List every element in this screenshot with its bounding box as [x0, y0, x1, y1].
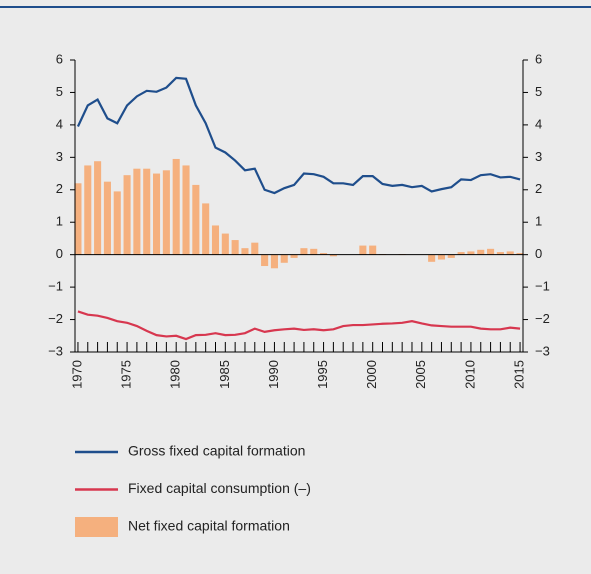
bar — [74, 183, 82, 255]
x-tick-label: 1985 — [217, 360, 232, 389]
bar — [447, 254, 455, 258]
bar — [329, 254, 337, 257]
y-tick-label: 0 — [56, 246, 63, 261]
y-tick-label: 3 — [56, 149, 63, 164]
bar — [172, 158, 180, 255]
y2-tick-label: 4 — [535, 116, 542, 131]
bar — [428, 254, 436, 262]
legend-label: Net fixed capital formation — [128, 518, 290, 534]
y2-tick-label: 3 — [535, 149, 542, 164]
bar — [320, 253, 328, 255]
bar — [251, 242, 259, 255]
bar — [369, 245, 377, 255]
bar — [516, 253, 524, 255]
bar — [359, 245, 367, 255]
bar — [153, 173, 161, 255]
bar — [103, 181, 111, 255]
y-tick-label: 5 — [56, 84, 63, 99]
y2-tick-label: −2 — [535, 311, 550, 326]
bar — [300, 248, 308, 255]
bar — [94, 161, 102, 255]
bar — [261, 254, 269, 267]
x-tick-label: 2000 — [364, 360, 379, 389]
y-tick-label: 6 — [56, 51, 63, 66]
y2-tick-label: 0 — [535, 246, 542, 261]
line-series — [77, 310, 521, 341]
x-tick-label: 1980 — [168, 360, 183, 389]
y-tick-label: 4 — [56, 116, 63, 131]
x-tick-label: 1995 — [315, 360, 330, 389]
x-tick-label: 1990 — [266, 360, 281, 389]
y-tick-label: 1 — [56, 214, 63, 229]
y-tick-label: −1 — [48, 279, 63, 294]
bar — [84, 165, 92, 255]
bar — [143, 168, 151, 255]
bar — [457, 252, 465, 255]
bar — [211, 225, 220, 255]
bar — [506, 251, 514, 255]
y2-tick-label: 1 — [535, 214, 542, 229]
x-tick-label: 1975 — [119, 360, 134, 389]
bar — [241, 248, 249, 255]
y2-tick-label: −1 — [535, 279, 550, 294]
bar — [192, 184, 200, 255]
bar — [133, 168, 141, 255]
bar — [221, 233, 229, 255]
y2-tick-label: 2 — [535, 181, 542, 196]
y2-tick-label: −3 — [535, 343, 550, 358]
bar — [182, 165, 190, 255]
bar — [280, 254, 288, 263]
bar — [113, 191, 121, 255]
bar — [231, 240, 239, 255]
bar — [162, 170, 170, 255]
bar — [437, 254, 445, 260]
x-tick-label: 2015 — [511, 360, 526, 389]
bar — [202, 203, 210, 255]
x-tick-label: 2005 — [413, 360, 428, 389]
x-tick-label: 2010 — [462, 360, 477, 389]
bar — [496, 252, 504, 255]
line-series — [76, 76, 521, 195]
y2-tick-label: 6 — [535, 51, 542, 66]
bar — [467, 251, 475, 255]
y2-tick-label: 5 — [535, 84, 542, 99]
bar — [487, 248, 495, 255]
bar — [310, 248, 318, 255]
legend-label: Gross fixed capital formation — [128, 443, 305, 459]
bar — [477, 249, 485, 255]
x-tick-label: 1970 — [69, 360, 84, 389]
y-tick-label: 2 — [56, 181, 63, 196]
legend-swatch — [75, 517, 118, 537]
legend-label: Fixed capital consumption (–) — [128, 480, 311, 496]
bar — [270, 254, 278, 269]
bar — [123, 175, 131, 255]
y-tick-label: −2 — [48, 311, 63, 326]
bar — [290, 254, 298, 258]
y-tick-label: −3 — [48, 343, 63, 358]
